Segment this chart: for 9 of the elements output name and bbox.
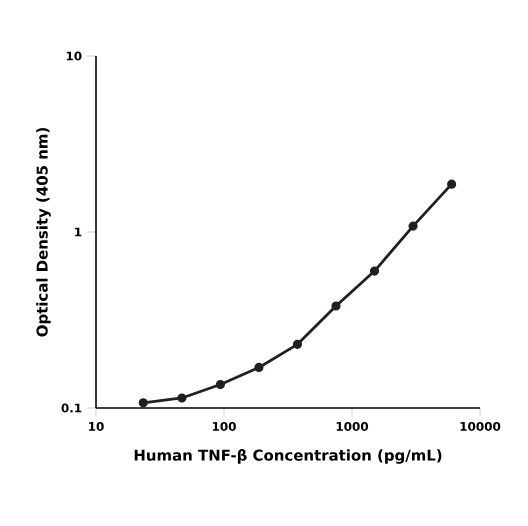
point <box>215 379 225 390</box>
point <box>447 179 457 189</box>
point <box>331 301 341 311</box>
point <box>408 221 418 231</box>
point <box>177 393 187 403</box>
point <box>369 266 380 276</box>
point <box>138 398 148 408</box>
point <box>292 339 303 349</box>
point <box>254 362 264 373</box>
